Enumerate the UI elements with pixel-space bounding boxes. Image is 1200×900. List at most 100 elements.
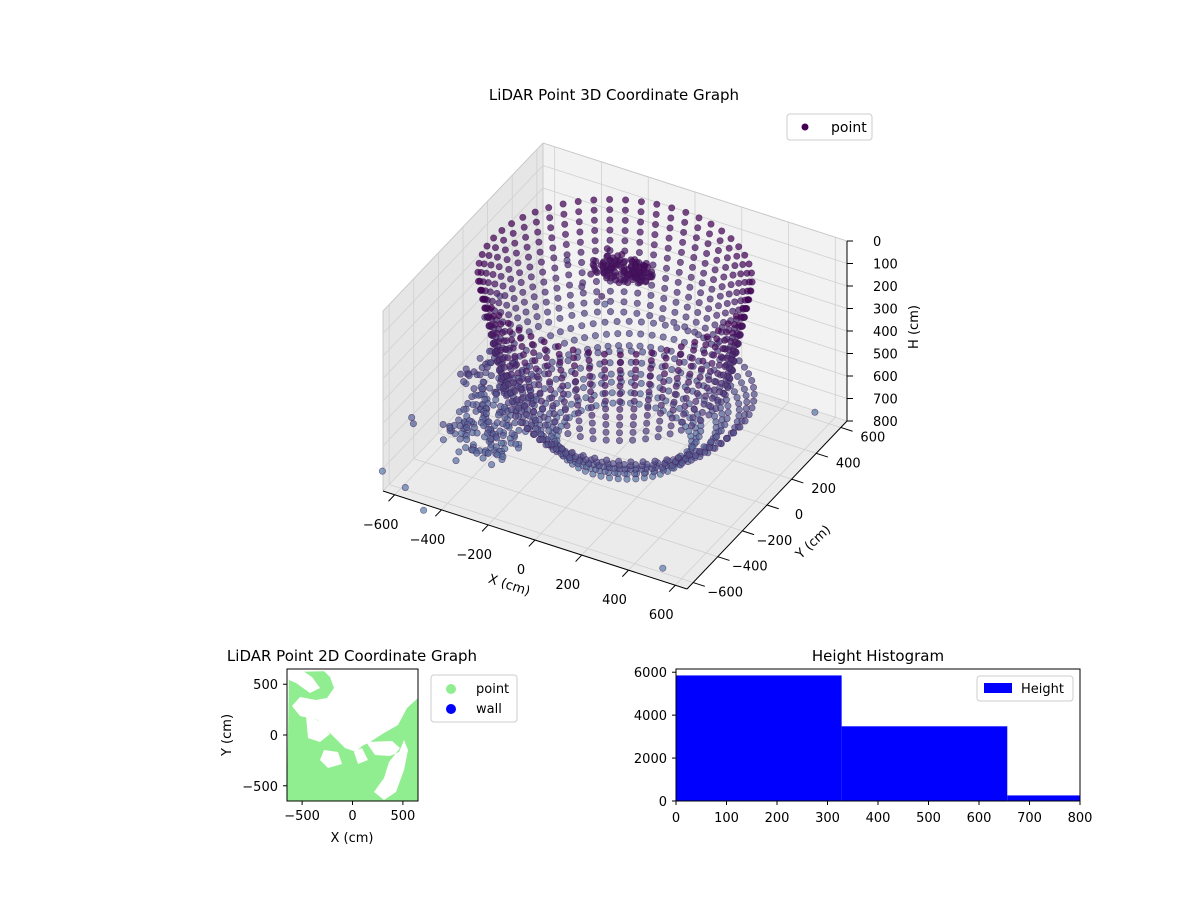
lidar-point: [651, 221, 659, 229]
lidar-point: [644, 404, 652, 412]
lidar-point: [563, 251, 571, 259]
lidar-point: [573, 393, 581, 401]
lidar-point: [673, 288, 681, 296]
lidar-point: [636, 342, 644, 350]
lidar-point: [576, 433, 584, 441]
lidar-point: [670, 318, 678, 326]
lidar-point: [577, 248, 585, 256]
lidar-point: [670, 398, 678, 406]
lidar-point: [539, 405, 547, 413]
lidar-point: [513, 396, 521, 404]
lidar-point: [620, 308, 628, 316]
lidar-point: [633, 309, 641, 317]
x-tick: [388, 494, 396, 502]
h-tick-label: 300: [873, 303, 898, 318]
lidar-point: [508, 220, 516, 228]
lidar-point: [488, 461, 496, 469]
histogram-legend-swatch: [984, 683, 1012, 693]
lidar-point: [663, 254, 671, 262]
lidar-point: [606, 206, 614, 214]
lidar-point: [606, 308, 614, 316]
lidar-point: [688, 263, 696, 271]
plot2d-legend: point wall: [430, 674, 518, 723]
lidar-point: [704, 240, 712, 248]
lidar-point: [743, 398, 751, 406]
lidar-point: [511, 419, 519, 427]
lidar-point: [580, 309, 588, 317]
lidar-point: [680, 228, 688, 236]
lidar-point: [602, 405, 610, 413]
lidar-point: [737, 379, 745, 387]
x-tick: [481, 524, 489, 532]
lidar-point: [702, 392, 710, 400]
lidar-point: [682, 394, 690, 402]
lidar-point: [539, 435, 547, 443]
lidar-point: [627, 347, 635, 355]
plot2d-title: LiDAR Point 2D Coordinate Graph: [227, 647, 477, 665]
lidar-point: [487, 304, 495, 312]
lidar-point: [515, 426, 523, 434]
lidar-point: [501, 292, 509, 300]
lidar-point: [553, 284, 561, 292]
lidar-point: [571, 370, 579, 378]
histogram-x-tick-label: 700: [1017, 811, 1042, 826]
lidar-point: [576, 238, 584, 246]
lidar-point: [600, 350, 608, 358]
lidar-point: [696, 373, 704, 381]
lidar-point: [634, 289, 642, 297]
lidar-point: [542, 354, 550, 362]
lidar-point: [748, 278, 756, 286]
lidar-point: [481, 395, 489, 403]
lidar-point: [547, 386, 555, 394]
lidar-point: [541, 288, 549, 296]
plot2d-empty-region: [354, 748, 368, 764]
lidar-point: [716, 292, 724, 300]
lidar-point: [585, 349, 593, 357]
lidar-point: [713, 256, 721, 264]
lidar-point: [493, 253, 501, 261]
lidar-point: [533, 313, 541, 321]
lidar-point: [627, 458, 635, 466]
lidar-point: [658, 393, 666, 401]
lidar-point: [494, 411, 502, 419]
lidar-point: [561, 230, 569, 238]
lidar-point: [601, 389, 609, 397]
lidar-point: [499, 328, 507, 336]
lidar-point: [707, 220, 715, 228]
lidar-point: [685, 378, 693, 386]
lidar-point: [652, 210, 660, 218]
lidar-point: [715, 361, 723, 369]
lidar-point: [719, 345, 727, 353]
lidar-point: [733, 394, 741, 402]
lidar-point: [560, 339, 568, 347]
grid-back-h: [542, 322, 848, 422]
lidar-point: [567, 400, 575, 408]
lidar-point: [495, 312, 503, 320]
lidar-point: [506, 327, 514, 335]
lidar-point: [662, 264, 670, 272]
lidar-point: [631, 374, 639, 382]
lidar-point: [549, 244, 557, 252]
lidar-point: [601, 318, 609, 326]
lidar-point: [649, 319, 657, 327]
lidar-point: [621, 206, 629, 214]
lidar-point: [528, 400, 536, 408]
lidar-point: [507, 439, 515, 447]
lidar-point: [486, 384, 494, 392]
histogram-x-tick-label: 600: [967, 811, 992, 826]
lidar-point: [646, 380, 654, 388]
lidar-point: [710, 351, 718, 359]
lidar-point: [721, 309, 729, 317]
lidar-point: [555, 350, 563, 358]
lidar-point: [439, 420, 447, 428]
lidar-point: [489, 401, 497, 409]
h-tick-label: 400: [873, 325, 898, 340]
lidar-point: [656, 409, 664, 417]
lidar-point: [551, 418, 559, 426]
lidar-point: [534, 228, 542, 236]
lidar-point: [716, 237, 724, 245]
lidar-point: [508, 430, 516, 438]
lidar-point: [659, 564, 667, 572]
grid-side-h: [382, 187, 544, 357]
lidar-point: [560, 210, 568, 218]
